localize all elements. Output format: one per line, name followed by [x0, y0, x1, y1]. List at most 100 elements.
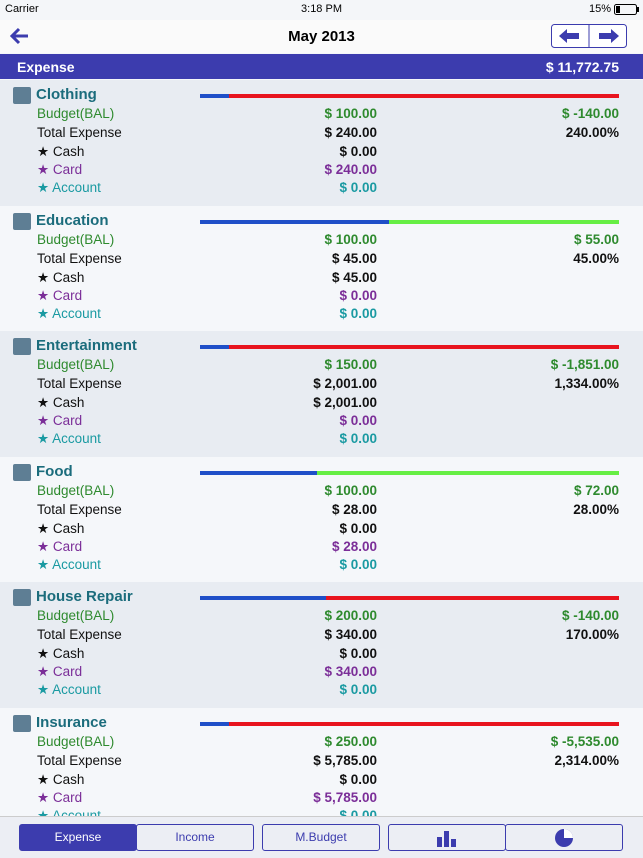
budget-value: $ 100.00 [324, 482, 377, 498]
prev-next-buttons[interactable] [551, 24, 627, 48]
progress-bar [200, 470, 619, 475]
total-value: $ 45.00 [331, 250, 377, 266]
account-label: ★ Account [37, 807, 101, 817]
category-name: Entertainment [36, 337, 137, 354]
battery-percent: 15% [589, 3, 612, 15]
section-header: Expense $ 11,772.75 [0, 54, 643, 79]
tab-mbudget[interactable]: M.Budget [262, 824, 380, 851]
total-value: $ 240.00 [324, 125, 377, 140]
category-name: Food [36, 462, 73, 480]
budget-label: Budget(BAL) [37, 482, 115, 498]
progress-bar [200, 345, 619, 349]
total-label: Total Expense [37, 501, 122, 517]
expand-icon[interactable] [13, 589, 31, 606]
expand-icon[interactable] [13, 338, 31, 355]
account-value: $ 0.00 [339, 431, 377, 446]
expand-icon[interactable] [13, 714, 31, 732]
cash-value: $ 0.00 [339, 646, 377, 661]
account-label: ★ Account [37, 180, 101, 195]
expand-icon[interactable] [13, 212, 31, 230]
percent-value: 45.00% [573, 250, 619, 266]
tab-chart-bar[interactable] [388, 824, 506, 851]
tab-bar: Expense Income M.Budget [0, 816, 643, 858]
balance-value: $ -5,535.00 [550, 733, 619, 749]
budget-value: $ 150.00 [324, 357, 377, 372]
category-row: Education Budget(BAL) $ 100.00 $ 55.00 Total… [0, 205, 643, 331]
tab-income[interactable]: Income [136, 824, 254, 851]
balance-value: $ 55.00 [573, 231, 619, 247]
percent-value: 2,314.00% [554, 752, 619, 768]
budget-label: Budget(BAL) [37, 608, 115, 623]
progress-used [200, 596, 326, 600]
back-button[interactable] [8, 26, 32, 46]
percent-value: 28.00% [573, 501, 619, 517]
account-label: ★ Account [37, 682, 101, 697]
card-value: $ 0.00 [339, 287, 377, 303]
category-list: Clothing Budget(BAL) $ 100.00 $ -140.00 Tota… [0, 80, 643, 816]
cash-label: ★ Cash [37, 269, 85, 285]
tab-chart-pie[interactable] [505, 824, 623, 851]
progress-bar [200, 94, 619, 98]
balance-value: $ -140.00 [561, 608, 619, 623]
category-name: Insurance [36, 713, 107, 731]
card-value: $ 0.00 [339, 413, 377, 428]
total-label: Total Expense [37, 376, 122, 391]
carrier: Carrier [5, 3, 39, 15]
total-label: Total Expense [37, 627, 122, 642]
cash-value: $ 45.00 [331, 269, 377, 285]
progress-rest [317, 470, 619, 475]
battery-icon [614, 4, 639, 15]
card-label: ★ Card [37, 162, 83, 177]
progress-used [200, 345, 230, 349]
progress-rest [388, 219, 619, 224]
account-value: $ 0.00 [339, 807, 377, 817]
category-row: Entertainment Budget(BAL) $ 150.00 $ -1,851… [0, 331, 643, 457]
cash-label: ★ Cash [37, 520, 85, 536]
progress-bar [200, 219, 619, 224]
cash-value: $ 0.00 [339, 144, 377, 159]
progress-rest [229, 345, 619, 349]
account-value: $ 0.00 [339, 556, 377, 572]
tab-expense[interactable]: Expense [19, 824, 137, 851]
budget-value: $ 200.00 [324, 608, 377, 623]
budget-label: Budget(BAL) [37, 357, 115, 372]
expand-icon[interactable] [13, 463, 31, 481]
progress-used [200, 721, 230, 726]
cash-value: $ 2,001.00 [313, 395, 377, 410]
progress-rest [229, 94, 619, 98]
account-label: ★ Account [37, 431, 101, 446]
total-label: Total Expense [37, 752, 122, 768]
card-value: $ 5,785.00 [313, 789, 377, 805]
nav-title: May 2013 [288, 28, 355, 45]
account-label: ★ Account [37, 556, 101, 572]
category-row: Insurance Budget(BAL) $ 250.00 $ -5,535.00 T… [0, 707, 643, 817]
balance-value: $ 72.00 [573, 482, 619, 498]
total-label: Total Expense [37, 125, 122, 140]
cash-value: $ 0.00 [339, 771, 377, 787]
card-value: $ 28.00 [331, 538, 377, 554]
card-label: ★ Card [37, 664, 83, 679]
progress-bar [200, 596, 619, 600]
total-value: $ 2,001.00 [313, 376, 377, 391]
progress-used [200, 219, 389, 224]
budget-value: $ 250.00 [324, 733, 377, 749]
status-bar: Carrier 3:18 PM 15% [0, 0, 643, 20]
category-row: House Repair Budget(BAL) $ 200.00 $ -140.00… [0, 582, 643, 708]
header-label: Expense [17, 59, 75, 75]
cash-label: ★ Cash [37, 771, 85, 787]
total-value: $ 5,785.00 [313, 752, 377, 768]
budget-label: Budget(BAL) [37, 231, 115, 247]
progress-used [200, 94, 230, 98]
category-name: Education [36, 211, 109, 229]
account-value: $ 0.00 [339, 682, 377, 697]
percent-value: 240.00% [565, 125, 619, 140]
expand-icon[interactable] [13, 87, 31, 104]
card-label: ★ Card [37, 538, 83, 554]
category-row: Food Budget(BAL) $ 100.00 $ 72.00 Total Expe… [0, 456, 643, 582]
budget-label: Budget(BAL) [37, 733, 115, 749]
card-label: ★ Card [37, 413, 83, 428]
account-value: $ 0.00 [339, 180, 377, 195]
header-total: $ 11,772.75 [545, 59, 619, 75]
progress-bar [200, 721, 619, 726]
